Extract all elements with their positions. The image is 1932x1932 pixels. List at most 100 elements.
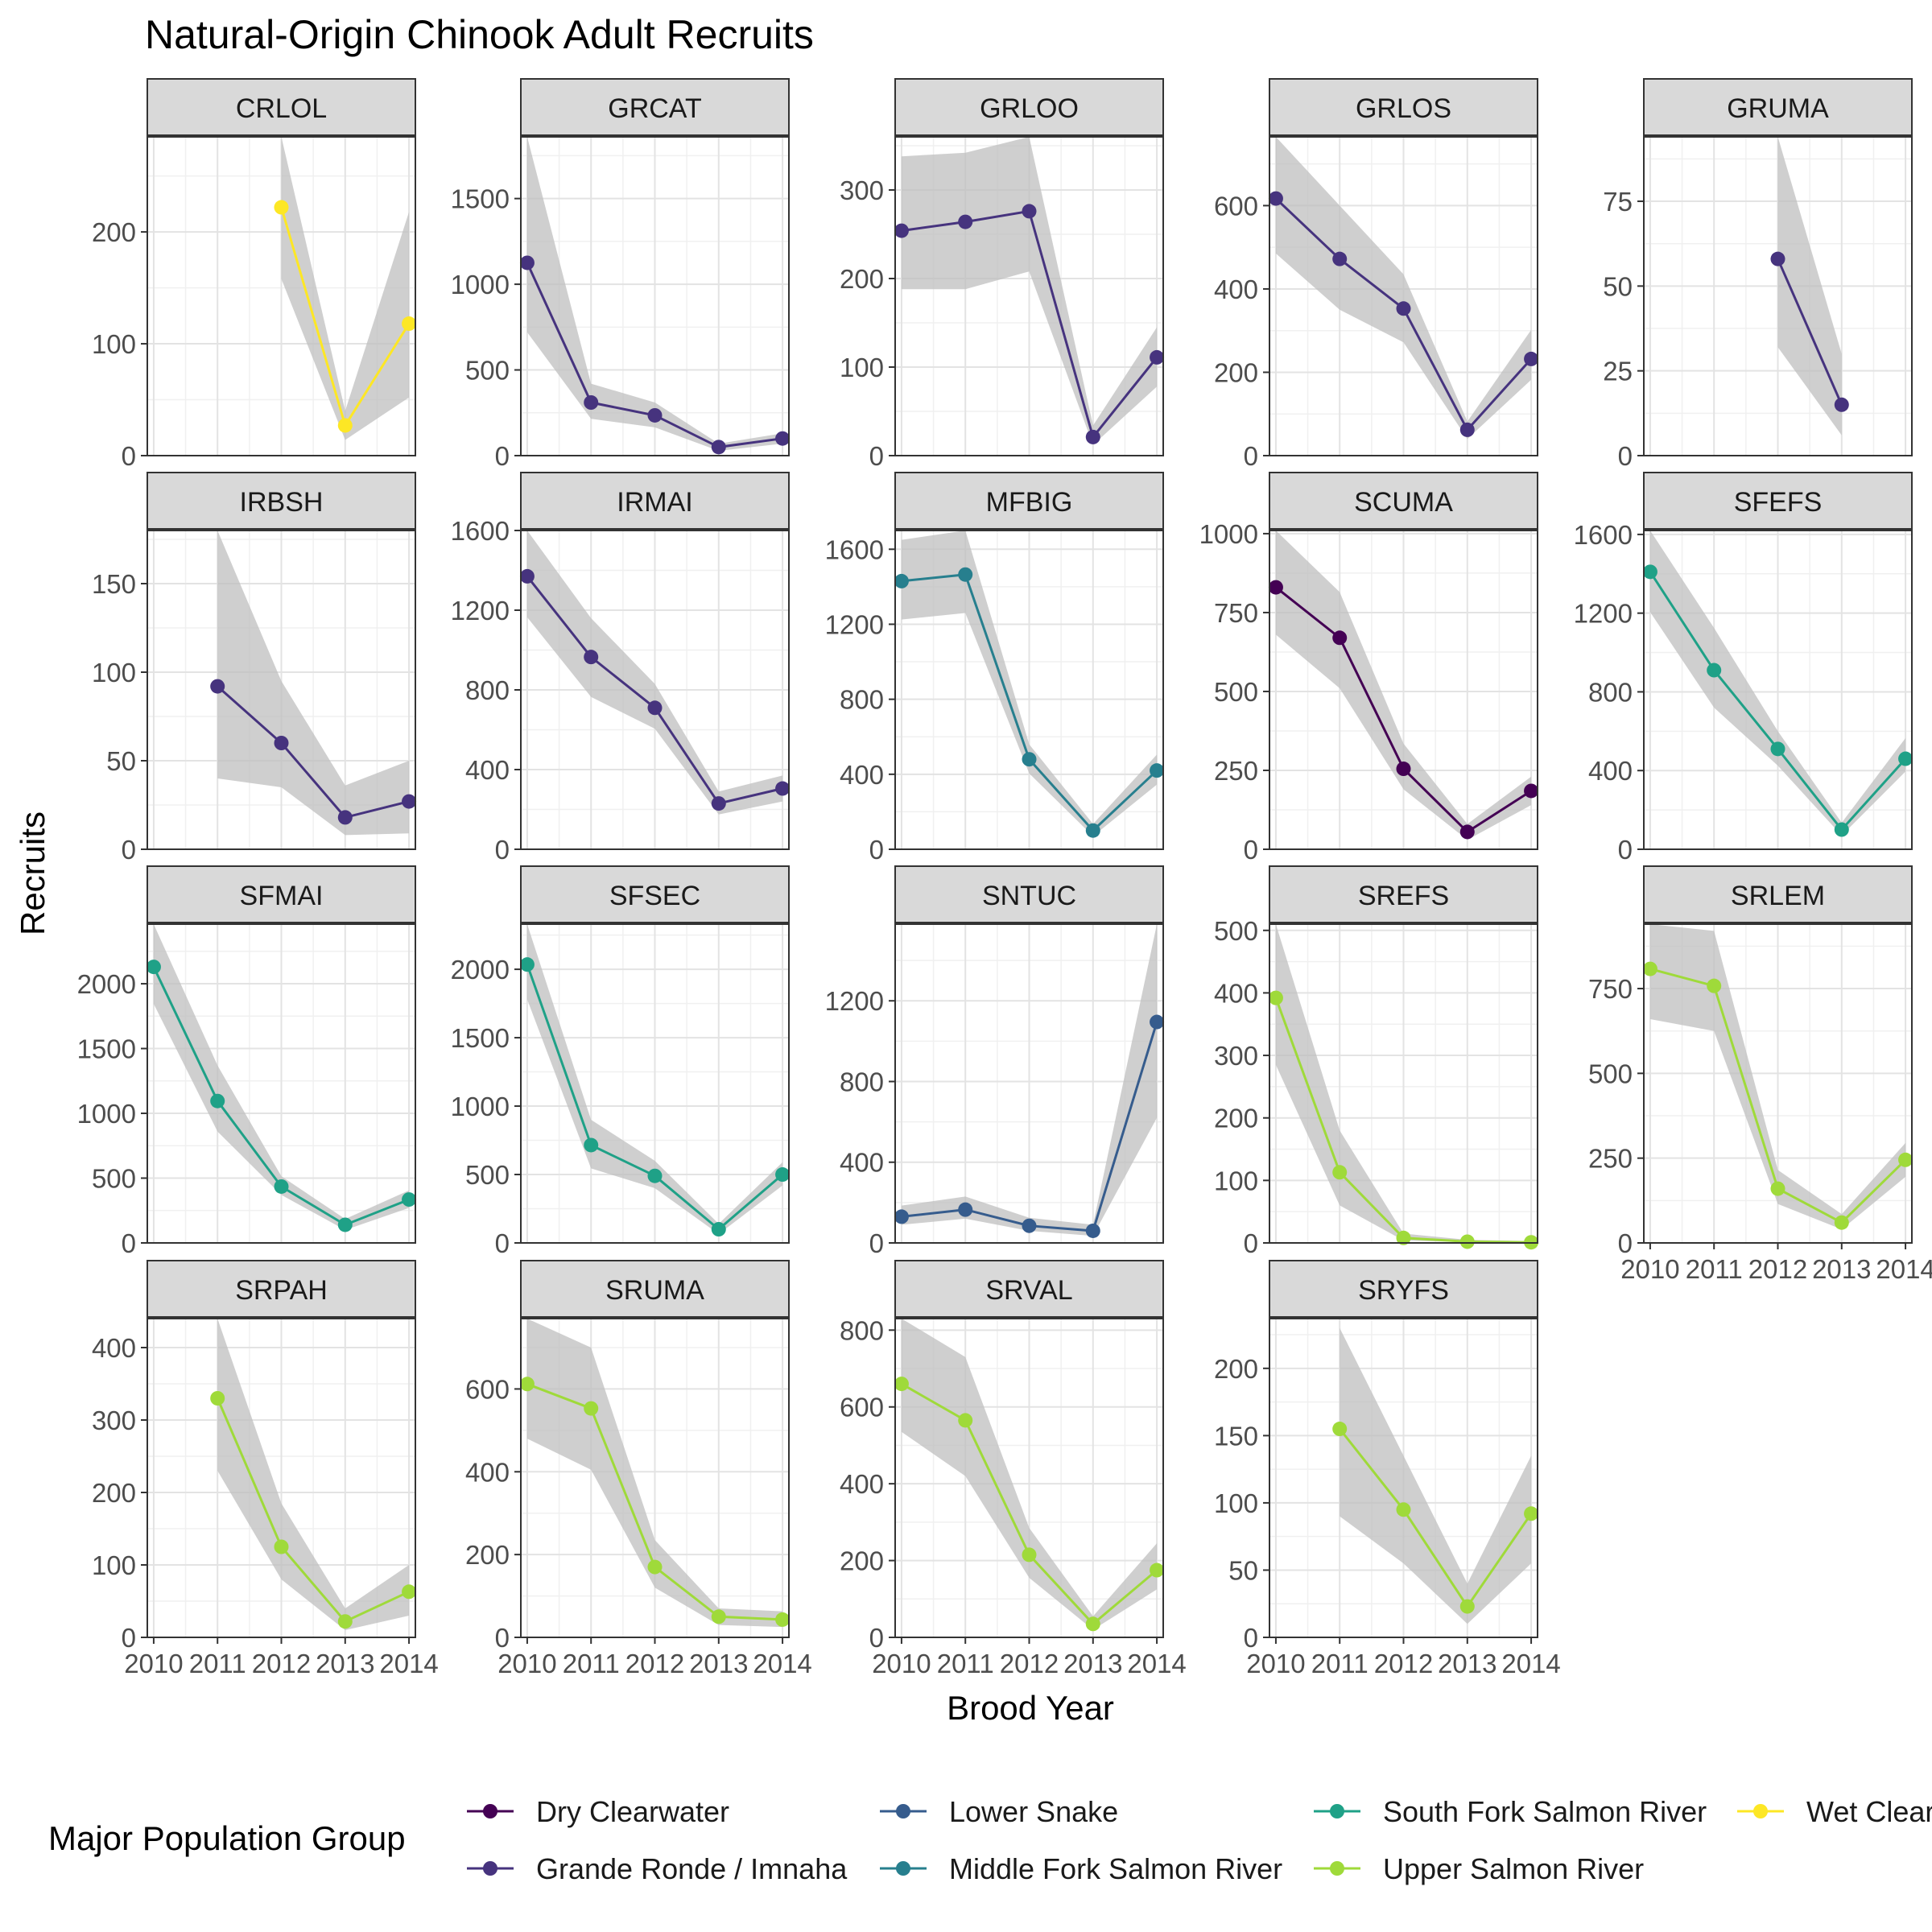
data-point	[1268, 580, 1283, 595]
x-tick-label: 2013	[316, 1649, 374, 1678]
facet-strip-label: CRLOL	[236, 93, 327, 124]
facet-strip	[520, 472, 790, 530]
data-point	[1150, 1014, 1165, 1030]
facet-scuma: SCUMA 0 250 500 750 1000	[1199, 472, 1539, 865]
confidence-ribbon	[1340, 1327, 1532, 1624]
data-point	[647, 1168, 663, 1183]
y-tick-label: 0	[122, 835, 136, 865]
panel-border	[894, 530, 1164, 850]
x-tick-label: 2010	[497, 1649, 556, 1678]
data-point	[1332, 1422, 1348, 1437]
confidence-ribbon	[1275, 137, 1532, 440]
data-point	[1022, 752, 1037, 767]
confidence-ribbon	[901, 530, 1158, 836]
facet-strip	[1269, 78, 1538, 136]
facet-grloo: GRLOO 0 100 200 300	[840, 78, 1165, 471]
facet-strip	[520, 1260, 790, 1318]
data-point	[958, 1202, 973, 1217]
y-tick-label: 400	[1214, 275, 1258, 304]
x-tick-label: 2013	[1438, 1649, 1496, 1678]
series-line	[217, 685, 410, 819]
facet-strip-label: SREFS	[1358, 881, 1449, 911]
data-point	[1332, 630, 1348, 646]
data-point	[1834, 397, 1849, 412]
facet-strip	[894, 1260, 1164, 1318]
facet-strip-label: IRBSH	[240, 487, 324, 518]
y-tick-label: 0	[1244, 835, 1258, 865]
facet-strip	[894, 865, 1164, 923]
x-axis-label: Brood Year	[947, 1689, 1114, 1727]
x-tick-label: 2011	[563, 1649, 620, 1678]
confidence-ribbon	[1275, 924, 1532, 1243]
y-tick-label: 200	[1214, 357, 1258, 387]
y-tick-label: 100	[92, 658, 136, 687]
y-tick-label: 0	[869, 835, 884, 865]
facet-strip	[147, 78, 416, 136]
legend-item: Dry Clearwater	[467, 1795, 729, 1828]
data-point	[775, 781, 791, 796]
y-tick-label: 500	[1214, 916, 1258, 946]
data-point	[711, 796, 726, 811]
y-tick-label: 1000	[451, 1092, 510, 1121]
facet-strip	[1643, 472, 1913, 530]
legend-item: Middle Fork Salmon River	[880, 1852, 1282, 1885]
legend-label: Wet Clearwater	[1806, 1795, 1932, 1828]
data-point	[1770, 251, 1785, 266]
x-tick-label: 2013	[689, 1649, 748, 1678]
legend-key-point	[896, 1804, 910, 1818]
data-point	[584, 1401, 599, 1416]
x-tick-label: 2010	[1246, 1649, 1305, 1678]
x-tick-label: 2012	[1748, 1254, 1807, 1284]
facet-strip	[520, 78, 790, 136]
x-tick-label: 2010	[124, 1649, 183, 1678]
facet-grcat: GRCAT 0 500 1000 1500	[451, 78, 791, 471]
y-tick-label: 0	[122, 441, 136, 471]
confidence-ribbon	[281, 137, 410, 440]
data-point	[894, 1209, 909, 1224]
data-point	[1642, 961, 1657, 976]
data-point	[274, 736, 289, 750]
legend-label: South Fork Salmon River	[1383, 1795, 1707, 1828]
data-point	[1770, 1181, 1785, 1196]
chart-title: Natural-Origin Chinook Adult Recruits	[145, 12, 814, 57]
confidence-ribbon	[526, 924, 783, 1234]
panel-border	[147, 136, 416, 456]
data-point	[894, 573, 909, 588]
data-point	[402, 316, 417, 332]
data-point	[337, 1217, 353, 1232]
x-tick-label: 2014	[1127, 1649, 1186, 1678]
y-tick-label: 2000	[77, 969, 136, 999]
confidence-ribbon	[217, 530, 410, 836]
x-tick-label: 2011	[1686, 1254, 1743, 1284]
data-point	[1022, 1547, 1037, 1563]
data-point	[1085, 1223, 1100, 1238]
data-point	[1022, 204, 1037, 219]
x-tick-label: 2010	[1620, 1254, 1679, 1284]
facet-irmai: IRMAI 0 400 800 1200 1600	[451, 472, 791, 865]
y-tick-label: 1200	[825, 609, 884, 639]
y-tick-label: 0	[1244, 1228, 1258, 1258]
facet-strip	[147, 865, 416, 923]
legend-item: Grande Ronde / Imnaha	[467, 1852, 848, 1885]
data-point	[337, 418, 353, 433]
data-point	[1085, 429, 1100, 444]
facet-strip-label: SFSEC	[609, 881, 700, 911]
y-tick-label: 500	[92, 1164, 136, 1194]
y-tick-label: 500	[465, 1160, 510, 1190]
data-point	[1707, 978, 1722, 993]
facet-strip	[1643, 865, 1913, 923]
data-point	[1022, 1218, 1037, 1233]
facet-strip	[1269, 865, 1538, 923]
x-tick-label: 2011	[189, 1649, 246, 1678]
confidence-ribbon	[1649, 530, 1906, 836]
y-tick-label: 100	[1214, 1166, 1258, 1195]
y-tick-label: 200	[1214, 1354, 1258, 1384]
x-tick-label: 2014	[1501, 1649, 1560, 1678]
facet-strip	[1269, 472, 1538, 530]
data-point	[775, 1612, 791, 1627]
x-tick-label: 2012	[252, 1649, 311, 1678]
y-tick-label: 1600	[451, 516, 510, 546]
facet-sryfs: SRYFS 0 50 100 150 200 2010 2011 2012 2013 2014	[1214, 1260, 1561, 1678]
